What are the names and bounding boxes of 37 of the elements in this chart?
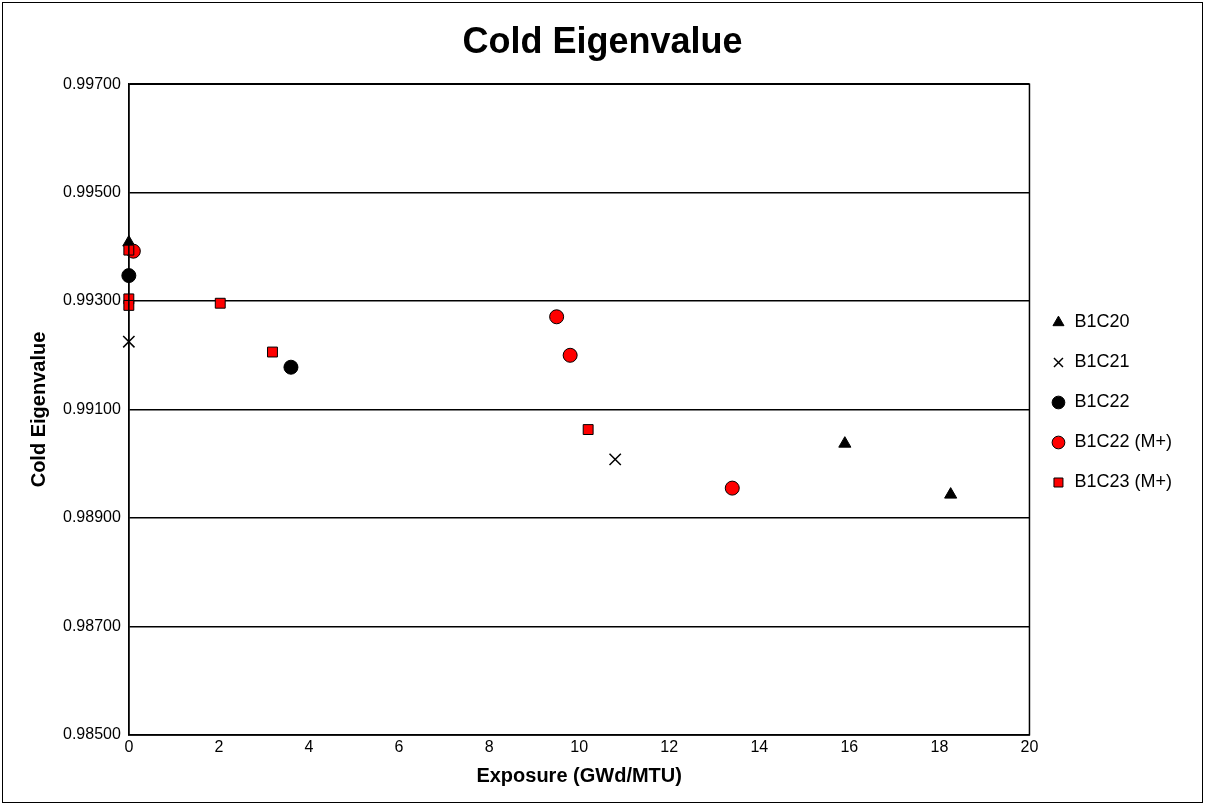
chart-title: Cold Eigenvalue [462, 19, 743, 61]
y-axis-title: Cold Eigenvalue [26, 331, 49, 488]
y-tick-label: 0.98500 [62, 725, 121, 743]
point [582, 424, 594, 436]
point [838, 436, 852, 448]
x-tick-label: 6 [394, 737, 404, 755]
point [608, 452, 622, 466]
x-tick-label: 2 [214, 737, 224, 755]
point [724, 480, 740, 496]
legend-label: B1C23 (M+) [1074, 471, 1173, 492]
x-axis-title: Exposure (GWd/MTU) [476, 763, 682, 786]
y-tick-label: 0.98900 [62, 508, 121, 526]
y-tick-label: 0.99500 [62, 183, 121, 201]
y-tick-label: 0.99300 [62, 291, 121, 309]
x-tick-label: 18 [930, 737, 949, 755]
y-tick-label: 0.99100 [62, 399, 121, 417]
x-tick-label: 20 [1020, 737, 1039, 755]
x-tick-label: 16 [840, 737, 859, 755]
x-tick-label: 10 [570, 737, 589, 755]
legend-label: B1C20 [1074, 311, 1130, 332]
x-tick-label: 12 [660, 737, 679, 755]
x-tick-label: 0 [124, 737, 134, 755]
legend-label: B1C22 (M+) [1074, 431, 1173, 452]
point [562, 347, 578, 363]
point [267, 346, 278, 358]
point [283, 359, 299, 375]
point [549, 309, 565, 325]
y-tick-label: 0.99700 [62, 74, 121, 92]
y-tick-label: 0.98700 [62, 616, 121, 634]
x-tick-label: 8 [484, 737, 494, 755]
point [214, 297, 226, 309]
point [944, 487, 958, 499]
point [122, 335, 136, 349]
legend-label: B1C22 [1074, 391, 1130, 412]
x-tick-label: 14 [750, 737, 769, 755]
legend-label: B1C21 [1074, 351, 1130, 372]
x-tick-label: 4 [304, 737, 314, 755]
